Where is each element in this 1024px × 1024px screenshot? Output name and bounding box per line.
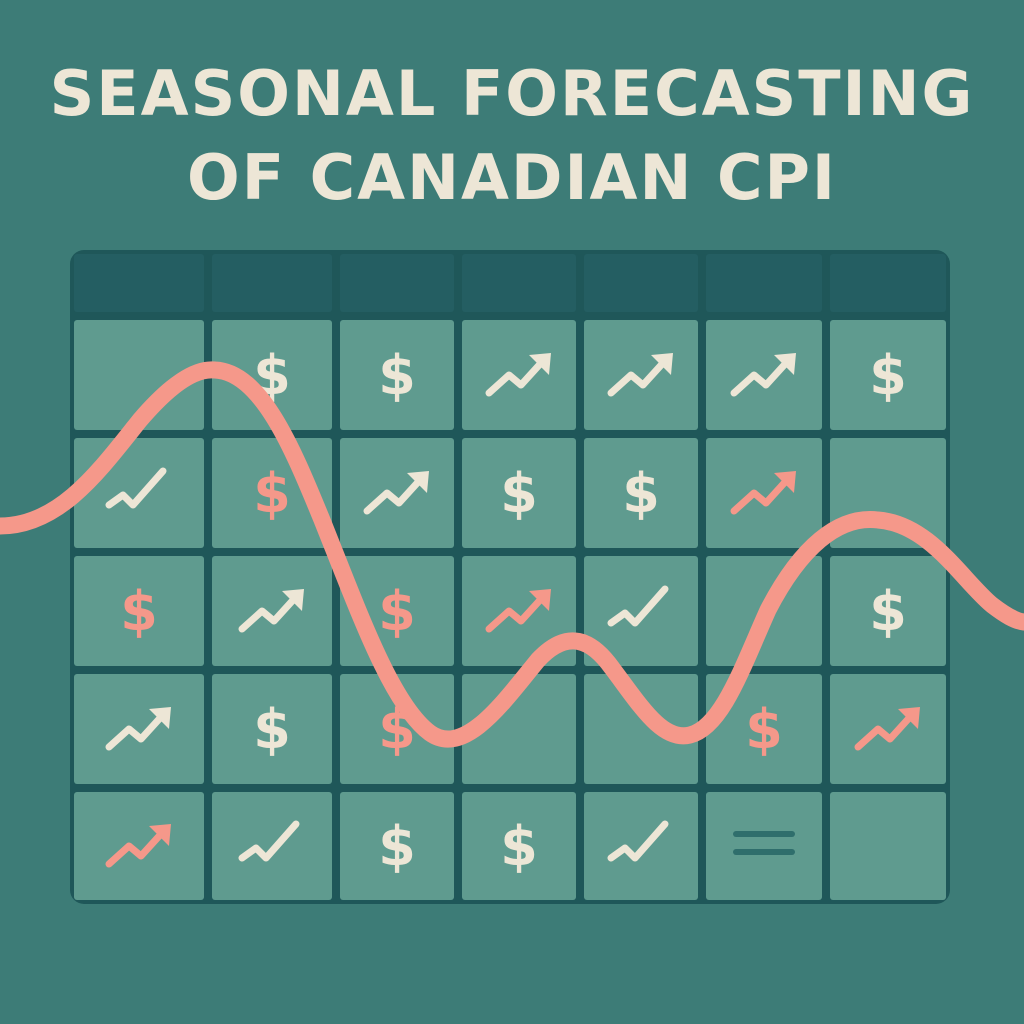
dollar-icon: $ bbox=[253, 698, 291, 761]
trend-up-icon bbox=[105, 824, 171, 868]
dollar-icon: $ bbox=[120, 580, 158, 643]
calendar-cell bbox=[706, 438, 822, 548]
dollar-icon: $ bbox=[869, 344, 907, 407]
trend-up-icon bbox=[105, 707, 171, 751]
calendar-cell bbox=[584, 438, 698, 548]
calendar-cell bbox=[74, 556, 204, 666]
calendar-cell bbox=[830, 320, 946, 430]
calendar-cell bbox=[74, 674, 204, 784]
trend-check-icon bbox=[607, 820, 669, 862]
calendar-cell bbox=[462, 320, 576, 430]
trend-up-icon bbox=[363, 471, 429, 515]
trend-check-icon bbox=[607, 585, 669, 627]
calendar-header-cell bbox=[584, 254, 698, 312]
calendar-cell bbox=[212, 556, 332, 666]
calendar-header-cell bbox=[212, 254, 332, 312]
page-title: SEASONAL FORECASTING OF CANADIAN CPI bbox=[0, 52, 1024, 220]
trend-check-icon bbox=[238, 820, 300, 862]
calendar-cell bbox=[462, 792, 576, 900]
calendar-cell bbox=[340, 320, 454, 430]
calendar-cell bbox=[74, 320, 204, 430]
calendar-header-cell bbox=[340, 254, 454, 312]
calendar-cell bbox=[212, 674, 332, 784]
calendar-cell bbox=[706, 792, 822, 900]
title-line-1: SEASONAL FORECASTING bbox=[49, 57, 975, 130]
calendar-cell bbox=[212, 320, 332, 430]
seasonal-wave-curve bbox=[0, 361, 1024, 748]
dollar-icon: $ bbox=[378, 815, 416, 878]
trend-up-icon bbox=[485, 589, 551, 633]
calendar-cell bbox=[830, 674, 946, 784]
calendar-cell bbox=[340, 792, 454, 900]
calendar-cell bbox=[830, 556, 946, 666]
trend-up-icon bbox=[730, 471, 796, 515]
calendar-cell bbox=[340, 674, 454, 784]
trend-up-icon bbox=[730, 353, 796, 397]
calendar-cell bbox=[584, 320, 698, 430]
calendar-cell bbox=[462, 556, 576, 666]
dollar-icon: $ bbox=[500, 462, 538, 525]
dollar-icon: $ bbox=[622, 462, 660, 525]
dollar-icon: $ bbox=[745, 698, 783, 761]
dollar-icon: $ bbox=[500, 815, 538, 878]
trend-up-icon bbox=[238, 589, 304, 633]
calendar-cell bbox=[462, 438, 576, 548]
calendar-header-cell bbox=[706, 254, 822, 312]
equals-icon bbox=[733, 831, 795, 855]
calendar-cell bbox=[584, 674, 698, 784]
calendar-header-cell bbox=[74, 254, 204, 312]
trend-up-icon bbox=[485, 353, 551, 397]
title-line-2: OF CANADIAN CPI bbox=[187, 141, 837, 214]
dollar-icon: $ bbox=[378, 580, 416, 643]
calendar-grid bbox=[70, 250, 950, 904]
calendar-cell bbox=[74, 792, 204, 900]
calendar-cell bbox=[462, 674, 576, 784]
trend-up-icon bbox=[854, 707, 920, 751]
calendar-cell bbox=[340, 438, 454, 548]
dollar-icon: $ bbox=[869, 580, 907, 643]
calendar-header-cell bbox=[830, 254, 946, 312]
calendar-icons: $ $ $$ $ $$ $ $$ $ $$ $ bbox=[105, 344, 920, 878]
dollar-icon: $ bbox=[378, 344, 416, 407]
calendar-header-cell bbox=[462, 254, 576, 312]
calendar-cell bbox=[830, 792, 946, 900]
trend-up-icon bbox=[607, 353, 673, 397]
trend-check-icon bbox=[105, 467, 167, 509]
calendar-cell bbox=[706, 320, 822, 430]
dollar-icon: $ bbox=[253, 462, 291, 525]
